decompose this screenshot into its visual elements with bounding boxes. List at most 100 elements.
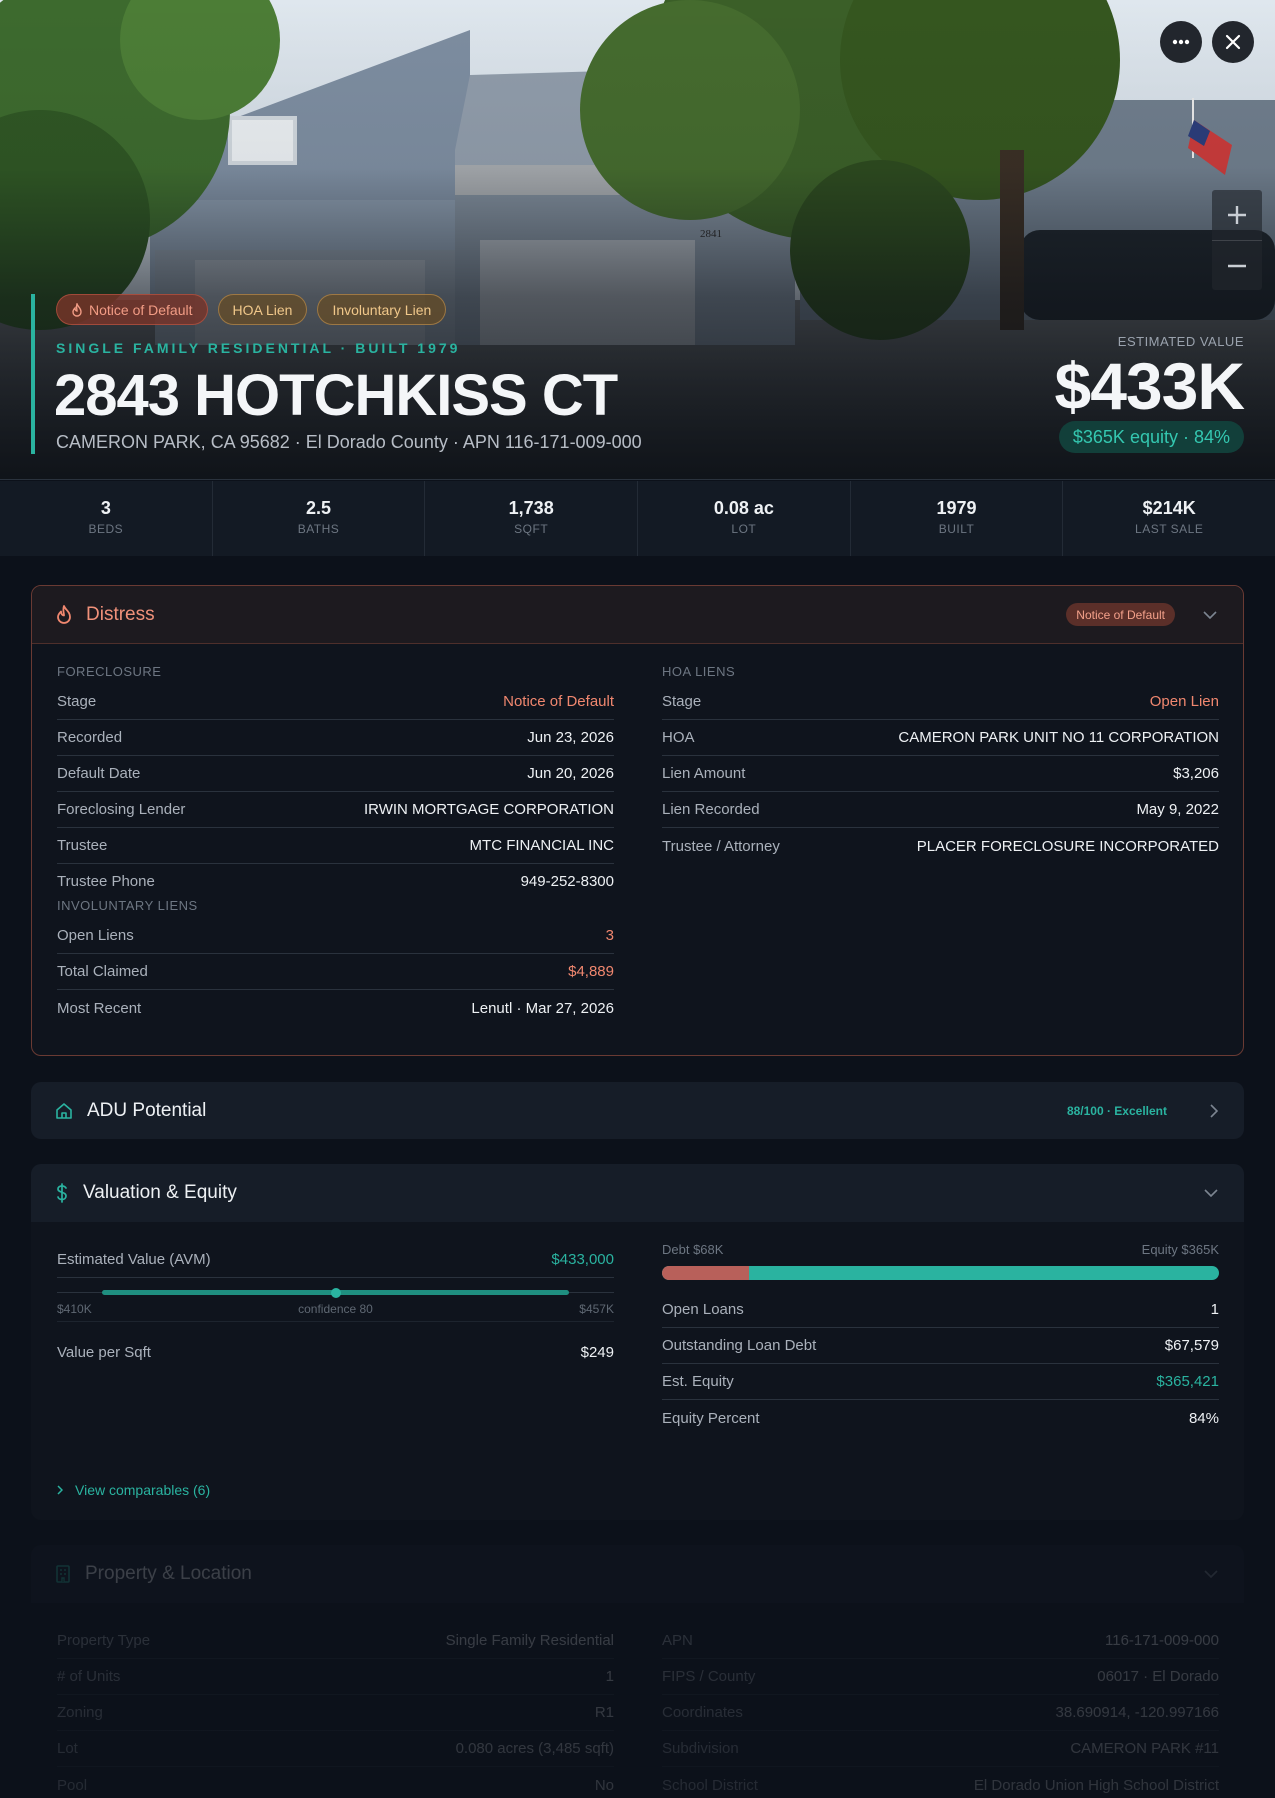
row-property-type: Property Type Single Family Residential [57, 1623, 614, 1659]
chevron-down-icon [1203, 610, 1217, 619]
row-key: Pool [57, 1776, 88, 1794]
zoom-out-button[interactable] [1212, 240, 1262, 290]
row-key: FIPS / County [662, 1668, 756, 1685]
row-trustee-phone: Trustee Phone 949-252-8300 [57, 864, 614, 898]
row-foreclosing-lender: Foreclosing Lender IRWIN MORTGAGE CORPORA… [57, 792, 614, 828]
avm-range-bar [57, 1288, 614, 1298]
expand-toggle[interactable] [1210, 1103, 1218, 1118]
hoa-liens-column: HOA LIENS Stage Open Lien HOA CAMERON PARK… [662, 664, 1219, 864]
equity-badge: $365K equity · 84% [1058, 421, 1244, 453]
row-key: Default Date [57, 765, 141, 782]
more-horizontal-icon [1172, 39, 1190, 45]
avm-value: $433,000 [551, 1251, 614, 1268]
equity-label: Equity $365K [1141, 1242, 1219, 1257]
chevron-right-icon [57, 1485, 63, 1495]
row-key: School District [662, 1776, 758, 1794]
row-value: $67,579 [1164, 1337, 1219, 1354]
estimated-value-label: ESTIMATED VALUE [1117, 334, 1244, 349]
page-title: 2843 HOTCHKISS CT [54, 363, 618, 428]
row-subdivision: Subdivision CAMERON PARK #11 [662, 1731, 1219, 1767]
stat-label: BUILT [938, 522, 975, 536]
row-value: $249 [580, 1343, 614, 1361]
row-lot: Lot 0.080 acres (3,485 sqft) [57, 1731, 614, 1767]
row-value: 0.080 acres (3,485 sqft) [455, 1740, 614, 1757]
flame-icon [72, 302, 82, 317]
row-key: Lien Amount [662, 765, 746, 782]
row-key: Total Claimed [57, 963, 148, 980]
section-title: Valuation & Equity [83, 1182, 237, 1203]
row-key: Open Loans [662, 1301, 744, 1318]
row-value: No [594, 1776, 614, 1794]
row-value: MTC FINANCIAL INC [469, 837, 614, 854]
row-default-date: Default Date Jun 20, 2026 [57, 756, 614, 792]
zoom-in-button[interactable] [1212, 190, 1262, 240]
range-low: $410K [57, 1302, 92, 1316]
row-est-equity: Est. Equity $365,421 [662, 1364, 1219, 1400]
row-value: Lenutl · Mar 27, 2026 [471, 999, 614, 1017]
row-value: CAMERON PARK UNIT NO 11 CORPORATION [898, 729, 1219, 746]
building-icon [56, 1565, 70, 1583]
row-value: Notice of Default [503, 693, 614, 710]
stat-baths: 2.5 BATHS [213, 481, 426, 556]
valuation-equity-section: Valuation & Equity Estimated Value (AVM)… [31, 1164, 1244, 1520]
section-title: Property & Location [85, 1563, 252, 1584]
adu-potential-section[interactable]: ADU Potential 88/100 · Excellent [31, 1082, 1244, 1139]
row-trustee: Trustee MTC FINANCIAL INC [57, 828, 614, 864]
row-value: CAMERON PARK #11 [1070, 1740, 1219, 1757]
row-key: Open Liens [57, 927, 134, 944]
row-key: Most Recent [57, 999, 142, 1017]
plus-icon [1228, 206, 1246, 224]
row-value: 84% [1188, 1409, 1219, 1427]
row-value: R1 [594, 1704, 614, 1721]
distress-header[interactable]: Distress Notice of Default [32, 586, 1243, 644]
row-value: Single Family Residential [445, 1632, 614, 1649]
row-value: 3 [605, 927, 614, 944]
row-key: Foreclosing Lender [57, 801, 186, 818]
row-value: $4,889 [568, 963, 614, 980]
row-fips-county: FIPS / County 06017 · El Dorado [662, 1659, 1219, 1695]
stat-beds: 3 BEDS [0, 481, 213, 556]
row-value: 116-171-009-000 [1105, 1632, 1219, 1649]
collapse-toggle[interactable] [1203, 610, 1217, 619]
row-key: Subdivision [662, 1740, 739, 1757]
row-key: Recorded [57, 729, 123, 746]
more-options-button[interactable] [1160, 21, 1202, 63]
property-header[interactable]: Property & Location [31, 1545, 1244, 1603]
badge-notice-of-default[interactable]: Notice of Default [56, 294, 208, 325]
valuation-header[interactable]: Valuation & Equity [31, 1164, 1244, 1222]
stat-sqft: 1,738 SQFT [425, 481, 639, 556]
property-right-column: APN 116-171-009-000 FIPS / County 06017 · … [662, 1623, 1219, 1798]
view-comparables-link[interactable]: View comparables (6) [57, 1482, 210, 1498]
row-pool: Pool No [57, 1767, 614, 1798]
row-key: Stage [662, 693, 702, 710]
row-outstanding-debt: Outstanding Loan Debt $67,579 [662, 1328, 1219, 1364]
row-key: Zoning [57, 1704, 103, 1721]
status-badges: Notice of Default HOA Lien Involuntary L… [56, 294, 447, 325]
row-value: Jun 20, 2026 [527, 765, 614, 782]
row-key: APN [662, 1632, 693, 1649]
row-total-claimed: Total Claimed $4,889 [57, 954, 614, 990]
collapse-toggle[interactable] [1204, 1189, 1218, 1197]
stat-label: LOT [731, 522, 757, 536]
property-location-section: Property & Location Property Type Single … [31, 1545, 1244, 1798]
stat-value: $214K [1142, 498, 1196, 518]
debt-equity-labels: Debt $68K Equity $365K [662, 1242, 1219, 1262]
stats-bar: 3 BEDS 2.5 BATHS 1,738 SQFT 0.08 ac LOT 1979… [0, 481, 1275, 556]
collapse-toggle[interactable] [1204, 1570, 1218, 1578]
row-value: $3,206 [1173, 765, 1219, 782]
foreclosure-column: FORECLOSURE Stage Notice of Default Recor… [57, 664, 614, 1026]
close-button[interactable] [1212, 21, 1254, 63]
row-key: Property Type [57, 1632, 151, 1649]
badge-involuntary-lien[interactable]: Involuntary Lien [317, 294, 447, 325]
row-stage: Stage Open Lien [662, 684, 1219, 720]
distress-section: Distress Notice of Default FORECLOSURE S… [31, 585, 1244, 1056]
row-key: Lien Recorded [662, 801, 760, 818]
row-open-loans: Open Loans 1 [662, 1292, 1219, 1328]
stat-value: 1,738 [508, 498, 554, 518]
involuntary-liens-label: INVOLUNTARY LIENS [57, 898, 198, 913]
row-key: Value per Sqft [57, 1343, 151, 1361]
map-zoom-control [1212, 190, 1262, 290]
badge-hoa-lien[interactable]: HOA Lien [217, 294, 308, 325]
row-apn: APN 116-171-009-000 [662, 1623, 1219, 1659]
section-title: ADU Potential [87, 1099, 207, 1121]
